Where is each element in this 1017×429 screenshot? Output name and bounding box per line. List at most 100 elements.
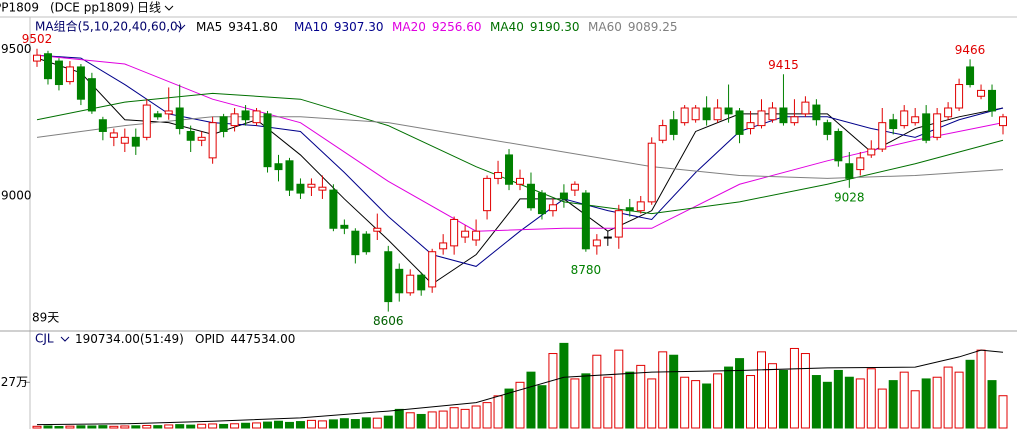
volume-bar (735, 358, 745, 429)
candle-body (955, 84, 964, 109)
extreme-label: 9028 (834, 190, 865, 204)
ma-name: MA60 (588, 20, 622, 34)
volume-bar (98, 425, 108, 429)
candle-body (713, 107, 722, 121)
volume-bar (274, 420, 283, 429)
volume-bar (943, 366, 953, 429)
volume-bar (789, 347, 799, 429)
series-line (36, 54, 1004, 267)
candle-body (505, 154, 514, 185)
candle-body (76, 66, 85, 100)
ma-value: 9341.80 (228, 20, 278, 34)
series-line (36, 349, 1004, 426)
volume-bar (383, 415, 393, 429)
volume-title[interactable]: CJL (35, 332, 54, 346)
volume-bar (131, 425, 141, 429)
volume-bar (186, 424, 196, 429)
volume-bar (647, 378, 657, 429)
candle-body (559, 192, 568, 200)
ma-legend: MA10 9307.30 (294, 20, 383, 34)
volume-bar (427, 411, 437, 429)
volume-bar (581, 373, 591, 429)
volume-bar (241, 422, 251, 429)
candle-body (175, 107, 184, 130)
candle-body (944, 107, 953, 118)
volume-bar (767, 363, 777, 429)
candle-body (186, 130, 195, 141)
volume-bar (142, 424, 152, 429)
candle-body (592, 239, 601, 247)
volume-bar (252, 422, 262, 429)
volume-bar (866, 368, 876, 429)
candle-body (120, 136, 129, 144)
dropdown-icon[interactable] (60, 336, 70, 342)
volume-bar (32, 425, 42, 429)
candle-body (823, 122, 832, 135)
candle-body (867, 148, 876, 156)
volume-bar (284, 421, 294, 429)
candle-body (296, 183, 305, 194)
volume-bar (43, 425, 53, 429)
candle-body (889, 119, 898, 130)
volume-bar (197, 423, 207, 429)
volume-bar (295, 421, 305, 429)
volume-bar (757, 351, 766, 429)
candle-body (614, 210, 623, 238)
ma-legend: MA40 9190.30 (490, 20, 579, 34)
dropdown-icon[interactable] (164, 5, 174, 11)
volume-bar (910, 390, 920, 429)
candle-body (109, 132, 118, 138)
volume-bar (658, 351, 668, 429)
candle-body (691, 107, 700, 121)
candle-body (54, 60, 63, 86)
candle-body (131, 136, 140, 147)
volume-bar (263, 421, 273, 429)
candle-body (351, 230, 360, 256)
y-tick-label: 27万 (1, 375, 28, 389)
candle-body (625, 207, 634, 212)
candle-body (274, 163, 283, 171)
oi-name: OPID (195, 332, 224, 346)
dropdown-icon[interactable] (176, 24, 186, 30)
extreme-label: 9415 (768, 58, 799, 72)
candle-body (603, 236, 612, 239)
volume-bar (328, 419, 338, 429)
volume-bar (471, 405, 481, 429)
volume-bar (614, 349, 624, 429)
volume-bar (888, 380, 898, 429)
volume-bar (855, 378, 865, 429)
volume-bar (877, 388, 887, 429)
candle-body (922, 113, 931, 141)
candle-body (680, 107, 689, 124)
candle-body (87, 78, 96, 112)
ma-value: 9089.25 (628, 20, 678, 34)
candle-body (98, 119, 107, 132)
candle-body (439, 242, 448, 250)
candle-body (428, 251, 437, 288)
series-line (36, 57, 1004, 285)
volume-bar (625, 371, 635, 429)
volume-bar (54, 425, 64, 429)
candle-body (845, 163, 854, 179)
volume-bar (954, 371, 964, 429)
candle-body (318, 186, 327, 191)
ma-name: MA40 (490, 20, 524, 34)
volume-bar (965, 359, 975, 429)
candle-body (966, 66, 975, 86)
volume-bar (317, 420, 327, 429)
y-tick-bg (0, 42, 29, 57)
ma-name: MA20 (392, 20, 426, 34)
y-tick-label: 9000 (1, 189, 32, 203)
symbol: PP1809 (0, 1, 39, 15)
candle-body (208, 122, 217, 159)
volume-bar (164, 424, 174, 429)
series-line (36, 116, 1004, 179)
candle-body (812, 104, 821, 121)
candle-body (516, 177, 524, 185)
candle-body (263, 113, 272, 168)
volume-bar (603, 376, 613, 429)
indicator-title[interactable]: MA组合(5,10,20,40,60,0) (35, 19, 182, 34)
candle-body (658, 125, 667, 141)
candle-body (779, 107, 788, 124)
